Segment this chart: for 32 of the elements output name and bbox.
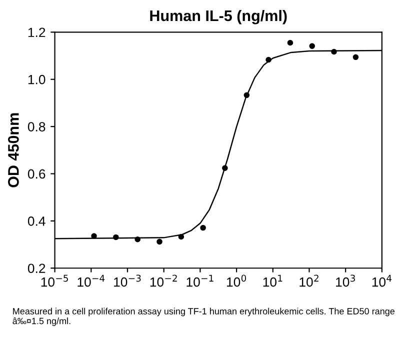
text: Measured in a cell proliferation assay using TF-1 human erythroleukemic cells. The ED50 range â‰¤1.5 ng/ml. — [12, 308, 394, 326]
chart-title: Human IL-5 (ng/ml) — [150, 10, 287, 24]
point — [178, 234, 184, 240]
point — [266, 56, 272, 63]
y-tick-label: 0.2 — [28, 264, 46, 274]
point — [309, 43, 315, 49]
point — [91, 233, 97, 239]
y-tick-label: 0.4 — [28, 216, 46, 226]
y-tick-label: 1.2 — [28, 28, 46, 37]
point — [352, 54, 359, 60]
y-axis-title: OD 450nm — [8, 113, 19, 188]
point — [222, 165, 228, 171]
y-tick-label: 0.6 — [28, 169, 46, 179]
point — [156, 238, 162, 245]
x-tick-label: 10$^{3}$ — [336, 274, 355, 287]
x-tick-label: 10$^{4}$ — [372, 274, 392, 287]
x-tick-label: 10$^{−5}$ — [41, 274, 68, 287]
point — [287, 40, 294, 46]
point — [134, 236, 141, 242]
x-tick-label: 10$^{−4}$ — [78, 274, 105, 287]
x-tick-label: 10$^{−3}$ — [114, 274, 141, 287]
y-tick-label: 0.8 — [28, 122, 46, 132]
x-tick-label: 10$^{−1}$ — [186, 274, 214, 287]
x-tick-label: 10$^{−2}$ — [150, 274, 177, 287]
point — [113, 234, 119, 240]
x-tick-label: 10$^{1}$ — [263, 274, 282, 287]
point — [244, 92, 250, 98]
x-tick-label: 10$^{2}$ — [300, 274, 318, 287]
x-tick-label: 10$^{0}$ — [226, 274, 246, 287]
point — [200, 224, 206, 231]
point — [331, 48, 337, 55]
y-tick-label: 1.0 — [28, 74, 46, 84]
